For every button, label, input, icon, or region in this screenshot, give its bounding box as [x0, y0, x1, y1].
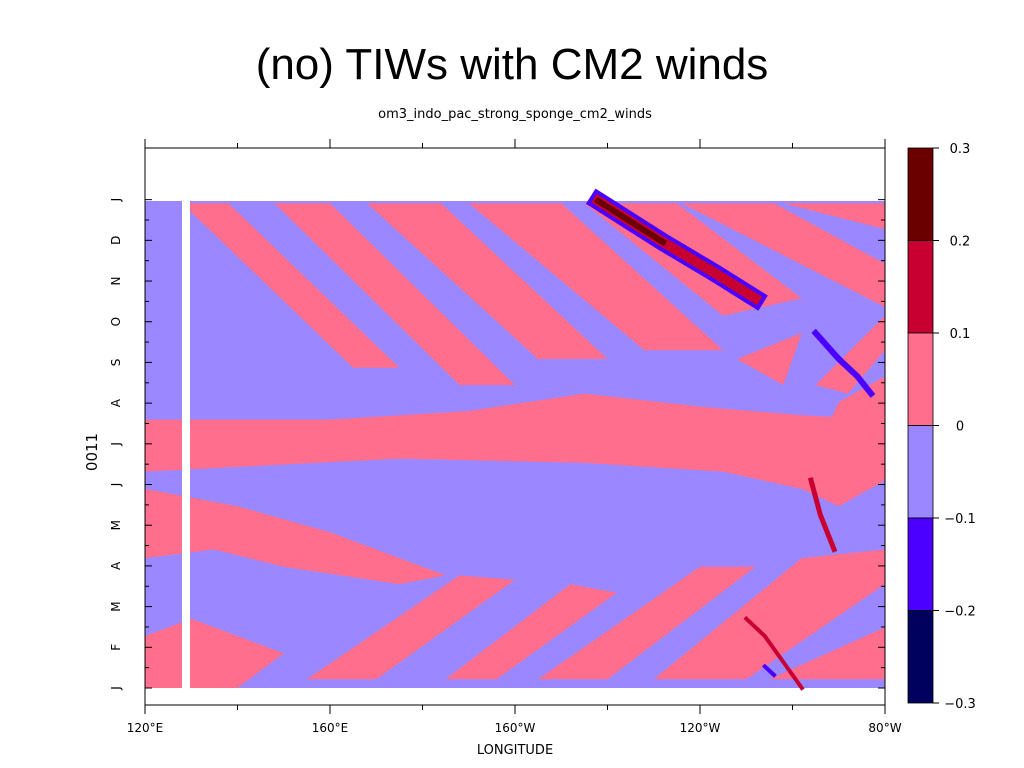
x-tick-label: 80°W: [868, 721, 901, 735]
heatmap-band-positive: [145, 393, 885, 507]
colorbar-bin: [907, 147, 934, 241]
heatmap-band-positive: [145, 618, 284, 688]
y-tick-label: M: [109, 520, 123, 530]
heatmap-extreme-negative: [761, 663, 777, 678]
heatmap-band-positive: [445, 584, 617, 680]
x-tick-label: 160°W: [495, 721, 536, 735]
heatmap-band-positive: [182, 203, 400, 368]
y-tick-label: O: [109, 317, 123, 326]
heatmap-extreme-max: [594, 196, 668, 247]
chart-title: om3_indo_pac_strong_sponge_cm2_winds: [378, 107, 652, 122]
x-axis-label: LONGITUDE: [477, 743, 553, 758]
colorbar-label: −0.1: [944, 512, 976, 527]
heatmap-band-positive: [783, 203, 885, 230]
heatmap-band-positive: [815, 315, 885, 394]
y-tick-label: A: [109, 561, 123, 570]
heatmap-band-positive: [274, 203, 515, 385]
heatmap-extreme-negative: [811, 328, 876, 398]
y-tick-label: A: [109, 398, 123, 407]
y-tick-label: J: [109, 686, 123, 691]
heatmap-band-positive: [769, 627, 885, 680]
colorbar-bin: [907, 332, 934, 426]
heatmap-band-positive: [653, 549, 885, 680]
plot-axes: [144, 139, 886, 714]
heatmap-band-positive: [538, 566, 756, 680]
heatmap-band-positive: [801, 376, 885, 481]
colorbar-label: −0.3: [944, 697, 976, 712]
colorbar-bin: [907, 240, 934, 334]
colorbar-label: 0.2: [950, 235, 971, 250]
colorbar-label: 0: [956, 420, 964, 435]
colorbar-bin: [907, 425, 934, 519]
heatmap-band-positive: [681, 203, 885, 308]
x-tick-label: 120°W: [680, 721, 721, 735]
colorbar-label: 0.1: [950, 327, 971, 342]
y-tick-labels: J F M A M J J A S O N D J: [109, 198, 123, 691]
y-tick-label: J: [109, 442, 123, 447]
y-tick-label: D: [109, 236, 123, 245]
heatmap-missing-column: [182, 201, 190, 688]
heatmap-cells: [145, 188, 885, 691]
y-tick-label: M: [109, 601, 123, 611]
heatmap-band-positive: [367, 203, 608, 359]
y-tick-label: N: [109, 277, 123, 286]
heatmap-extreme-positive: [743, 615, 805, 691]
x-tick-label: 160°E: [312, 721, 349, 735]
colorbar: 0.3 0.2 0.1 0 −0.1 −0.2 −0.3: [907, 142, 976, 712]
colorbar-label: 0.3: [950, 142, 971, 157]
heatmap-band-positive: [306, 575, 515, 680]
colorbar-bin: [907, 610, 934, 704]
x-tick-label: 120°E: [127, 721, 164, 735]
x-tick-labels: 120°E 160°E 160°W 120°W 80°W: [127, 721, 902, 735]
slide-title: (no) TIWs with CM2 winds: [255, 40, 769, 89]
heatmap-band-positive: [737, 333, 802, 385]
colorbar-bin: [907, 517, 934, 611]
heatmap-band-positive: [468, 203, 724, 351]
colorbar-label: −0.2: [944, 605, 976, 620]
heatmap-extreme-positive: [807, 477, 838, 553]
y-tick-label: J: [109, 483, 123, 488]
y-tick-label: F: [109, 644, 123, 651]
y-tick-label: S: [109, 359, 123, 367]
heatmap-band-positive: [145, 488, 446, 585]
y-axis-label: 0011: [83, 433, 101, 471]
y-tick-label: J: [109, 198, 123, 203]
